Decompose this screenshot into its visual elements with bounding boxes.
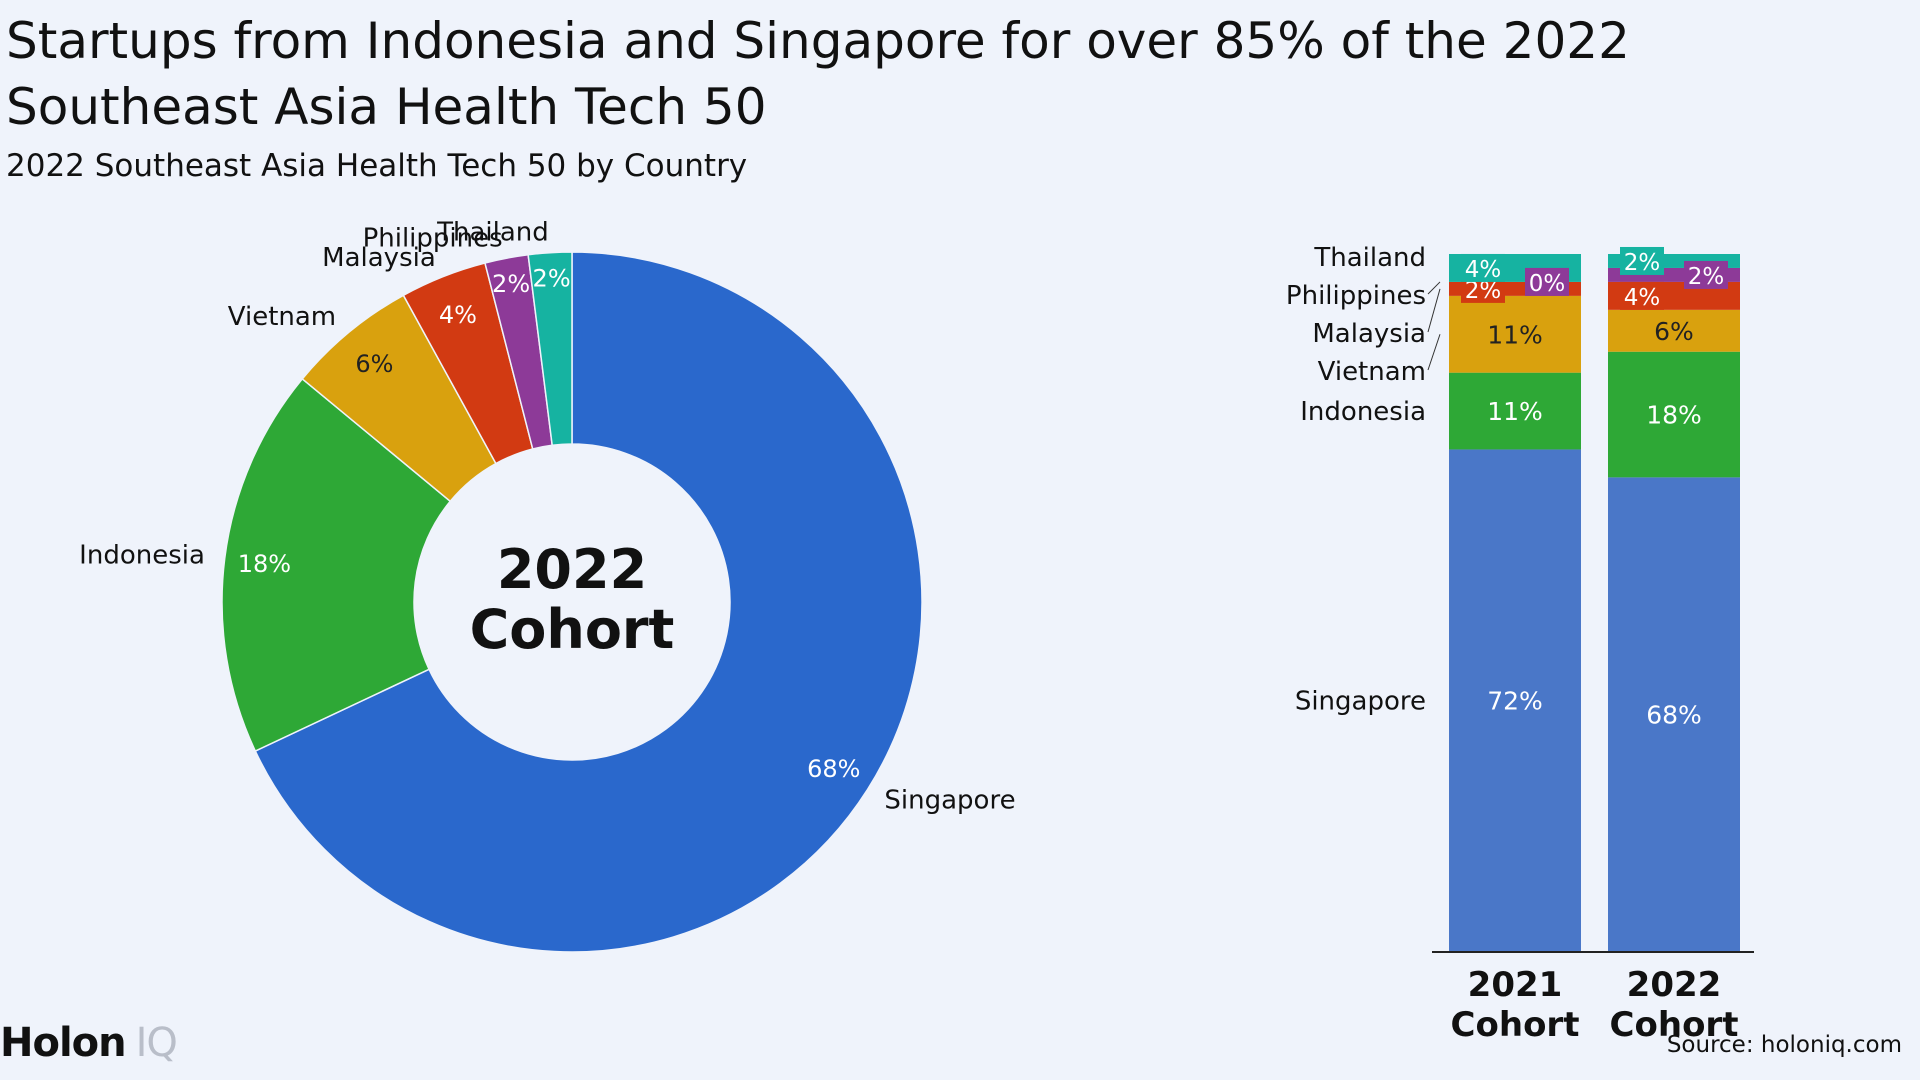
bar-value-labels: 72%11%11%2% 0%4%68%18%6%4%2%2% <box>1461 246 1728 730</box>
donut-slice-thailand <box>527 251 573 447</box>
bar-value-0-malaysia: 2% <box>1465 278 1502 304</box>
bar-value-1-malaysia: 4% <box>1624 285 1661 311</box>
leader-line-vietnam <box>1427 334 1441 371</box>
brand-main: Holon <box>0 1020 127 1066</box>
bar-category-label-1-1: Cohort <box>1610 1005 1739 1045</box>
donut-value-philippines: 2% <box>492 270 530 298</box>
bar-category-label-0-1: Cohort <box>1451 1005 1580 1045</box>
donut-slices <box>221 251 923 953</box>
bar-segment-1-indonesia <box>1608 351 1740 478</box>
donut-value-singapore: 68% <box>807 755 860 783</box>
bar-value-badge-1-malaysia <box>1620 281 1664 310</box>
bar-value-badge-0-philippines <box>1525 267 1569 296</box>
bar-value-badge-0-thailand <box>1461 253 1505 282</box>
leader-line-malaysia <box>1427 288 1441 333</box>
bar-series-label-malaysia: Malaysia <box>1312 319 1426 349</box>
bar-segment-1-vietnam <box>1608 309 1740 352</box>
bar-series-labels: Singapore Indonesia Vietnam Malaysia Philipp… <box>1286 243 1441 717</box>
bar-segment-0-singapore <box>1449 449 1581 952</box>
donut-label-philippines: Philippines <box>363 224 503 254</box>
bar-series-label-vietnam: Vietnam <box>1318 357 1426 387</box>
bar-value-badge-1-philippines <box>1684 260 1728 289</box>
donut-value-vietnam: 6% <box>355 350 393 378</box>
bar-value-0-singapore: 72% <box>1487 687 1543 716</box>
bar-segments <box>1449 254 1740 952</box>
chart-subtitle: 2022 Southeast Asia Health Tech 50 by Co… <box>6 148 748 184</box>
bar-segment-0-indonesia <box>1449 372 1581 450</box>
donut-value-indonesia: 18% <box>238 550 291 578</box>
donut-label-singapore: Singapore <box>884 785 1015 815</box>
bar-value-badge-1-thailand <box>1620 246 1664 275</box>
bar-category-label-0-0: 2021 <box>1468 965 1563 1005</box>
source-note: Source: holoniq.com <box>1666 1032 1902 1058</box>
bar-series-label-singapore: Singapore <box>1295 687 1426 717</box>
donut-slice-singapore <box>254 251 923 953</box>
brand-suffix: IQ <box>135 1020 178 1066</box>
bar-value-1-indonesia: 18% <box>1646 401 1702 430</box>
bar-value-0-indonesia: 11% <box>1487 397 1543 426</box>
donut-labels: 68% Singapore 18% Indonesia 6% Vietnam 4%Malay… <box>79 218 1015 816</box>
donut-center-line1: 2022 <box>497 538 647 601</box>
donut-slice-indonesia <box>221 377 452 753</box>
holoniq-logo: Holon IQ <box>0 1020 178 1066</box>
bar-value-1-thailand: 2% <box>1624 250 1661 276</box>
donut-value-malaysia: 4% <box>439 301 477 329</box>
bar-series-label-thailand: Thailand <box>1313 243 1426 273</box>
chart-title: Startups from Indonesia and Singapore fo… <box>6 12 1630 136</box>
donut-label-malaysia: Malaysia <box>322 243 436 273</box>
bar-segment-0-vietnam <box>1449 295 1581 373</box>
donut-center-line2: Cohort <box>470 598 675 661</box>
bar-value-0-vietnam: 11% <box>1487 320 1543 349</box>
donut-label-indonesia: Indonesia <box>79 541 205 571</box>
bar-value-1-vietnam: 6% <box>1654 317 1694 346</box>
donut-value-thailand: 2% <box>533 265 571 293</box>
donut-label-vietnam: Vietnam <box>228 302 336 332</box>
leader-line-philippines <box>1427 281 1441 295</box>
bar-value-0-philippines: 0% <box>1529 271 1566 297</box>
bar-segment-1-singapore <box>1608 477 1740 952</box>
bar-value-1-singapore: 68% <box>1646 701 1702 730</box>
bar-series-label-philippines: Philippines <box>1286 281 1426 311</box>
donut-label-thailand: Thailand <box>436 218 549 248</box>
bar-value-0-thailand: 4% <box>1465 257 1502 283</box>
bar-series-label-indonesia: Indonesia <box>1300 397 1426 427</box>
bar-value-1-philippines: 2% <box>1688 264 1725 290</box>
bar-category-label-1-0: 2022 <box>1627 965 1722 1005</box>
